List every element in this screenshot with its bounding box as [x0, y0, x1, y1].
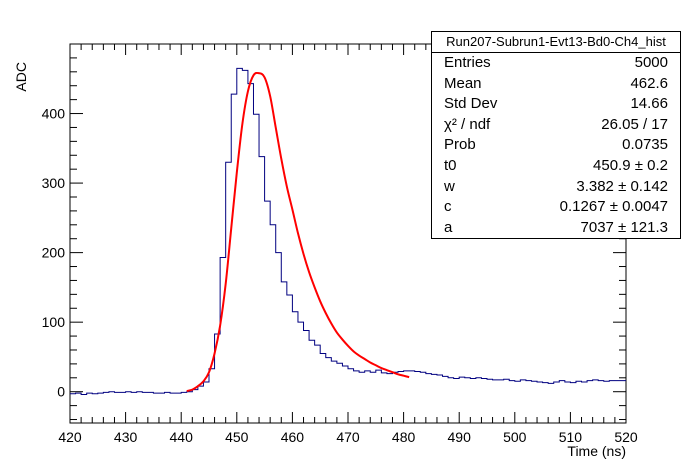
- stats-value: 7037 ± 121.3: [580, 218, 668, 236]
- stats-label: a: [444, 218, 453, 236]
- x-tick-label: 510: [559, 429, 583, 445]
- stats-box: Run207-Subrun1-Evt13-Bd0-Ch4_hist Entrie…: [431, 31, 681, 239]
- y-tick-label: 0: [57, 384, 65, 400]
- x-tick-label: 470: [336, 429, 360, 445]
- x-tick-label: 460: [281, 429, 305, 445]
- stats-row: c 0.1267 ± 0.0047: [432, 197, 680, 218]
- x-tick-label: 440: [170, 429, 194, 445]
- stats-label: χ² / ndf: [444, 115, 491, 133]
- stats-value: 450.9 ± 0.2: [593, 156, 668, 174]
- stats-label: Entries: [444, 54, 491, 71]
- stats-value: 0.0735: [622, 136, 668, 154]
- y-axis-label: ADC: [13, 62, 29, 92]
- stats-row: Std Dev 14.66: [432, 94, 680, 115]
- x-axis-label: Time (ns): [567, 443, 626, 459]
- fit-curve: [186, 71, 410, 392]
- x-tick-label: 520: [614, 429, 638, 445]
- stats-value: 14.66: [630, 95, 668, 113]
- stats-row: a 7037 ± 121.3: [432, 218, 680, 239]
- stats-row: Mean 462.6: [432, 74, 680, 95]
- stats-row: t0 450.9 ± 0.2: [432, 156, 680, 177]
- x-tick-label: 450: [225, 429, 249, 445]
- stats-value: 0.1267 ± 0.0047: [559, 198, 668, 216]
- stats-label: w: [444, 177, 455, 195]
- x-tick-label: 480: [392, 429, 416, 445]
- stats-label: Prob: [444, 136, 476, 154]
- stats-row: Entries 5000: [432, 53, 680, 74]
- y-tick-label: 300: [42, 175, 66, 191]
- axis-tick-labels: 420 430 440 450 460 470 480 490 500 510 520 0 100 200…: [42, 106, 638, 445]
- stats-label: t0: [444, 156, 457, 174]
- y-tick-label: 100: [42, 314, 66, 330]
- stats-value: 5000: [634, 54, 668, 71]
- histogram-line: [70, 67, 626, 395]
- stats-value: 3.382 ± 0.142: [576, 177, 668, 195]
- x-tick-label: 420: [58, 429, 82, 445]
- x-tick-label: 490: [448, 429, 472, 445]
- stats-label: Mean: [444, 74, 482, 92]
- y-tick-label: 400: [42, 106, 66, 122]
- x-tick-label: 430: [114, 429, 138, 445]
- stats-value: 26.05 / 17: [601, 115, 668, 133]
- stats-rows: Entries 5000 Mean 462.6 Std Dev 14.66 χ² / ndf…: [432, 53, 680, 238]
- stats-value: 462.6: [630, 74, 668, 92]
- stats-row: Prob 0.0735: [432, 135, 680, 156]
- stats-label: Std Dev: [444, 95, 498, 113]
- y-tick-label: 200: [42, 245, 66, 261]
- stats-row: χ² / ndf 26.05 / 17: [432, 115, 680, 136]
- x-tick-label: 500: [503, 429, 527, 445]
- stats-row: w 3.382 ± 0.142: [432, 177, 680, 198]
- stats-title: Run207-Subrun1-Evt13-Bd0-Ch4_hist: [432, 32, 680, 53]
- stats-label: c: [444, 198, 452, 216]
